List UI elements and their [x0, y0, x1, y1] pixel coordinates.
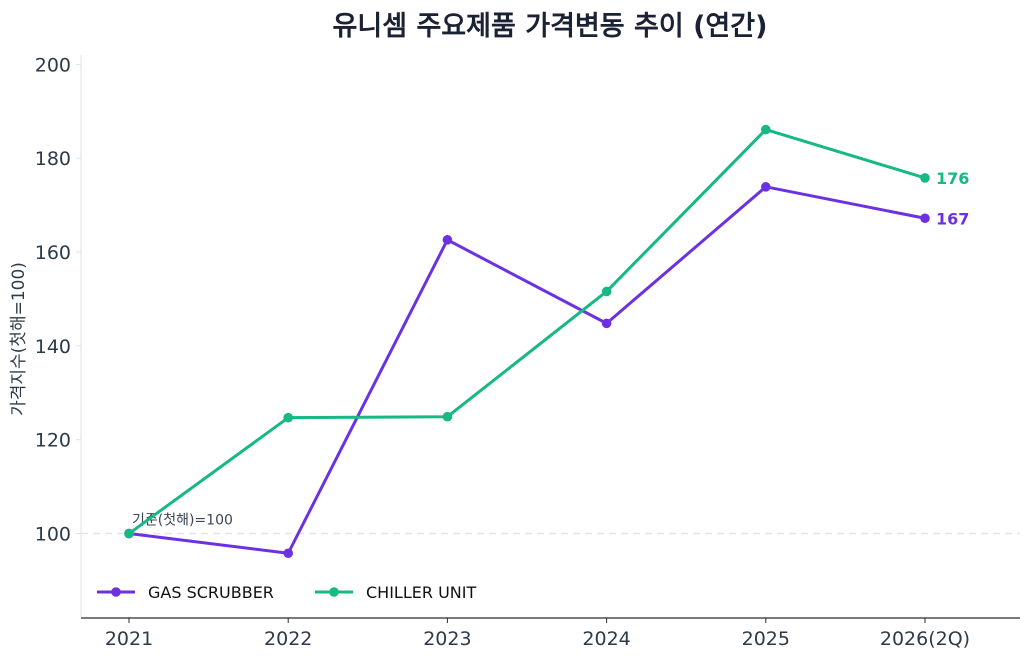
series-line — [128, 128, 926, 535]
data-point — [601, 286, 612, 297]
chart-title: 유니셈 주요제품 가격변동 추이 (연간) — [333, 11, 768, 42]
end-value-label: 176 — [936, 169, 969, 188]
data-point — [442, 235, 453, 245]
x-tick-label: 2022 — [264, 628, 312, 650]
end-value-label: 167 — [936, 209, 969, 228]
data-point — [920, 213, 930, 224]
legend-entry: CHILLER UNIT — [366, 583, 476, 602]
y-tick-label: 200 — [35, 54, 71, 76]
x-tick-label: 2025 — [742, 628, 790, 650]
legend-entry: GAS SCRUBBER — [148, 583, 274, 602]
y-tick-label: 100 — [35, 524, 71, 546]
data-point — [124, 528, 134, 539]
series-group: 167 176 — [124, 124, 969, 559]
axes: 100 120 140 160 180 200 2021 2022 2023 2024 2025 20… — [35, 54, 1020, 650]
x-tick-label: 2023 — [423, 628, 471, 650]
y-tick-label: 120 — [35, 430, 71, 452]
data-point — [601, 318, 612, 329]
data-point — [761, 124, 771, 135]
y-tick-label: 180 — [35, 148, 71, 170]
legend-swatch-marker — [111, 587, 121, 597]
y-axis-label: 가격지수(첫해=100) — [9, 262, 29, 416]
x-tick-label: 2026(2Q) — [880, 628, 970, 650]
x-tick-label: 2024 — [582, 628, 630, 650]
series-line — [128, 185, 926, 555]
data-point — [761, 182, 771, 192]
y-tick-label: 140 — [35, 336, 71, 358]
legend-swatch-marker — [329, 587, 339, 597]
legend: GAS SCRUBBER CHILLER UNIT — [97, 583, 476, 602]
baseline-label: 기준(첫해)=100 — [132, 513, 233, 529]
data-point — [283, 412, 294, 423]
y-tick-label: 160 — [35, 242, 71, 264]
x-tick-label: 2021 — [105, 628, 153, 650]
data-point — [283, 548, 294, 559]
data-point — [442, 411, 453, 422]
data-point — [920, 173, 930, 183]
baseline-group: 기준(첫해)=100 — [81, 513, 1020, 535]
